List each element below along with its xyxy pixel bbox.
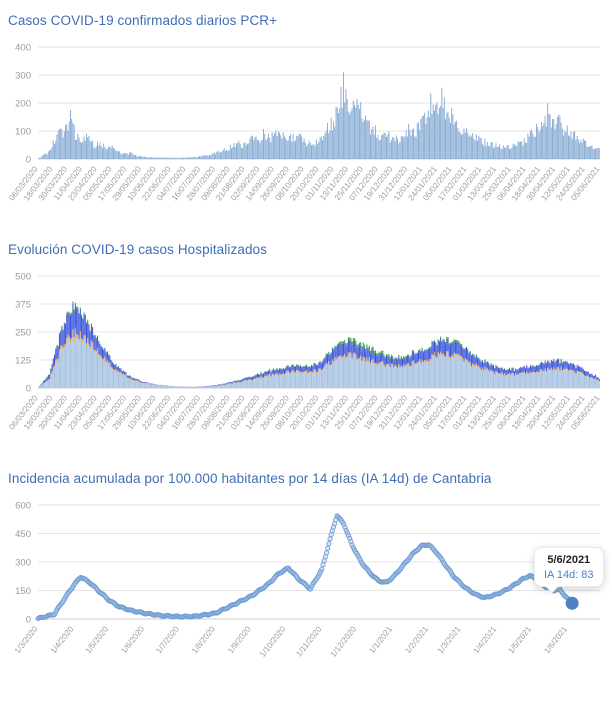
svg-text:0: 0 (26, 155, 31, 166)
daily-pcr-chart-wrap: 0 100 200 300 400 06/03/2020 18/03/2020 30/03/2… (0, 37, 612, 229)
svg-text:125: 125 (15, 356, 31, 367)
svg-text:1/6/2021: 1/6/2021 (542, 624, 569, 655)
svg-text:1/6/2020: 1/6/2020 (119, 624, 146, 655)
daily-pcr-chart[interactable]: 0 100 200 300 400 06/03/2020 18/03/2020 30/03/2… (0, 37, 612, 229)
svg-text:1/5/2020: 1/5/2020 (84, 624, 111, 655)
svg-text:1/8/2020: 1/8/2020 (190, 624, 217, 655)
ia14-chart[interactable]: 0 150 300 450 600 1/3/2020 1/4/2020 1/5/2020 1/6… (0, 495, 612, 691)
hospitalized-chart[interactable]: 0 125 250 375 500 06/03/2020 18/03/2020 30/03/2… (0, 266, 612, 458)
svg-text:1/12/2020: 1/12/2020 (329, 624, 359, 659)
svg-text:450: 450 (15, 529, 31, 540)
ia14-tooltip: 5/6/2021 IA 14d: 83 (534, 547, 604, 587)
svg-text:0: 0 (26, 615, 31, 626)
svg-text:100: 100 (15, 127, 31, 138)
daily-pcr-section: Casos COVID-19 confirmados diarios PCR+ … (0, 13, 612, 229)
ia14-title: Incidencia acumulada por 100.000 habitan… (8, 471, 492, 486)
svg-text:1/5/2021: 1/5/2021 (506, 624, 533, 655)
hospitalized-chart-wrap: 0 125 250 375 500 06/03/2020 18/03/2020 30/03/2… (0, 266, 612, 458)
svg-text:400: 400 (15, 43, 31, 54)
svg-text:500: 500 (15, 272, 31, 283)
svg-text:250: 250 (15, 328, 31, 339)
svg-text:1/4/2020: 1/4/2020 (49, 624, 76, 655)
svg-text:200: 200 (15, 99, 31, 110)
svg-text:1/9/2020: 1/9/2020 (226, 624, 253, 655)
tooltip-value: IA 14d: 83 (544, 569, 594, 581)
daily-pcr-title: Casos COVID-19 confirmados diarios PCR+ (8, 13, 278, 28)
svg-text:1/11/2020: 1/11/2020 (294, 624, 323, 658)
svg-text:150: 150 (15, 586, 31, 597)
svg-text:1/1/2021: 1/1/2021 (367, 624, 394, 655)
svg-text:300: 300 (15, 558, 31, 569)
svg-text:1/4/2021: 1/4/2021 (472, 624, 499, 655)
svg-text:600: 600 (15, 501, 31, 512)
svg-text:1/2/2021: 1/2/2021 (403, 624, 430, 655)
ia14-section: Incidencia acumulada por 100.000 habitan… (0, 471, 612, 691)
svg-text:375: 375 (15, 300, 31, 311)
tooltip-date: 5/6/2021 (547, 554, 591, 566)
svg-text:0: 0 (26, 384, 31, 395)
svg-text:300: 300 (15, 71, 31, 82)
hospitalized-section: Evolución COVID-19 casos Hospitalizados … (0, 242, 612, 458)
svg-text:1/3/2020: 1/3/2020 (13, 624, 40, 655)
svg-text:1/3/2021: 1/3/2021 (436, 624, 463, 655)
svg-text:1/10/2020: 1/10/2020 (258, 624, 288, 659)
hospitalized-title: Evolución COVID-19 casos Hospitalizados (8, 242, 268, 257)
svg-text:1/7/2020: 1/7/2020 (154, 624, 181, 655)
ia14-chart-wrap: 0 150 300 450 600 1/3/2020 1/4/2020 1/5/2020 1/6… (0, 495, 612, 691)
